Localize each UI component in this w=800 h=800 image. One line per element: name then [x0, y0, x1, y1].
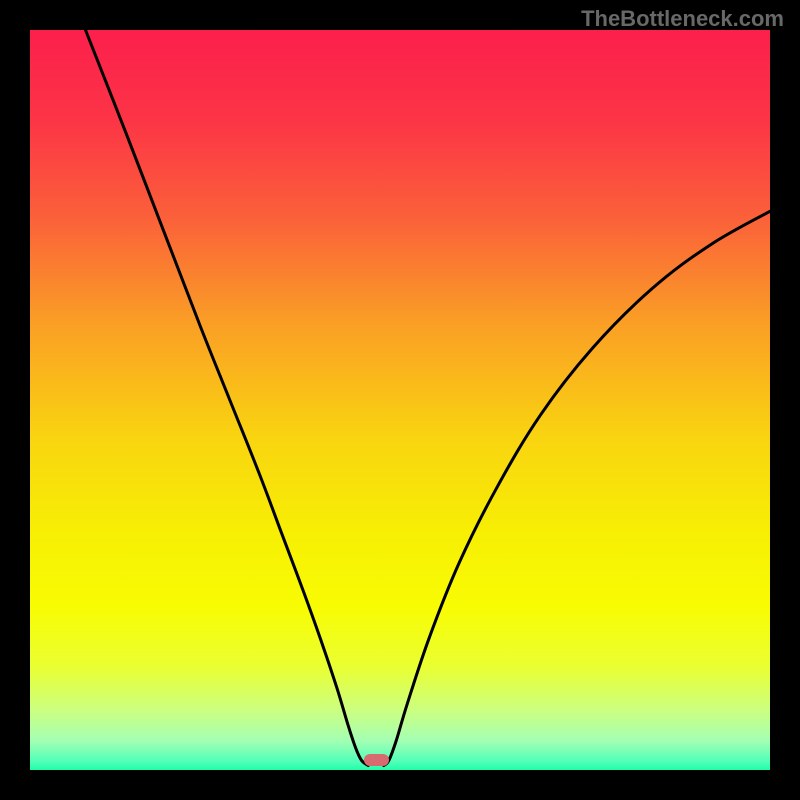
bottleneck-marker	[364, 754, 388, 766]
canvas: TheBottleneck.com	[0, 0, 800, 800]
plot-area	[30, 30, 770, 770]
watermark-text: TheBottleneck.com	[581, 6, 784, 32]
chart-svg	[30, 30, 770, 770]
curve-right-branch	[384, 211, 770, 765]
curve-left-branch	[86, 30, 369, 766]
